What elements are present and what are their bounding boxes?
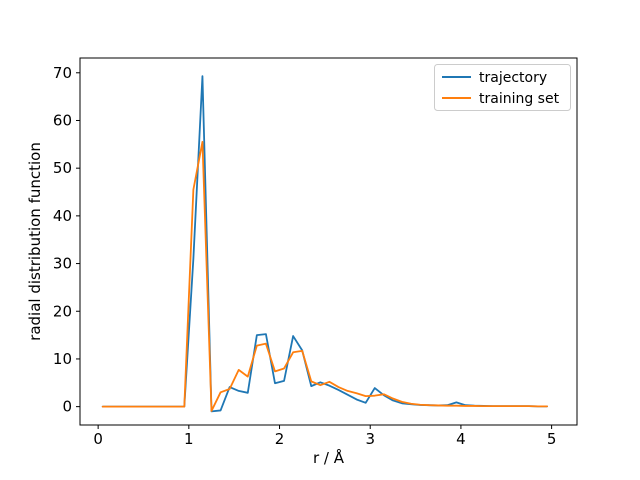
legend-label: trajectory [479, 70, 547, 86]
x-axis-label: r / Å [313, 448, 345, 467]
y-tick-label: 30 [53, 255, 72, 273]
legend-entry-trajectory: trajectory [442, 70, 547, 86]
x-tick-label: 5 [547, 430, 557, 448]
x-tick-label: 2 [275, 430, 285, 448]
x-tick-label: 4 [456, 430, 466, 448]
y-tick-label: 10 [53, 350, 72, 368]
x-tick-label: 1 [184, 430, 194, 448]
y-tick-label: 50 [53, 159, 72, 177]
axes-frame [79, 57, 578, 426]
x-axis: 0 1 2 3 4 5 [93, 425, 556, 448]
y-axis-label: radial distribution function [26, 142, 44, 341]
x-tick-label: 0 [93, 430, 103, 448]
series-training-set [101, 141, 548, 412]
y-tick-label: 70 [53, 64, 72, 82]
legend-entry-training-set: training set [442, 91, 560, 107]
y-axis: 0 10 20 30 40 50 60 70 [53, 64, 80, 416]
y-tick-label: 40 [53, 207, 72, 225]
x-tick-label: 3 [365, 430, 375, 448]
y-tick-label: 20 [53, 302, 72, 320]
y-tick-label: 0 [62, 398, 72, 416]
y-tick-label: 60 [53, 111, 72, 129]
legend-label: training set [479, 91, 560, 107]
legend: trajectory training set [434, 64, 571, 111]
